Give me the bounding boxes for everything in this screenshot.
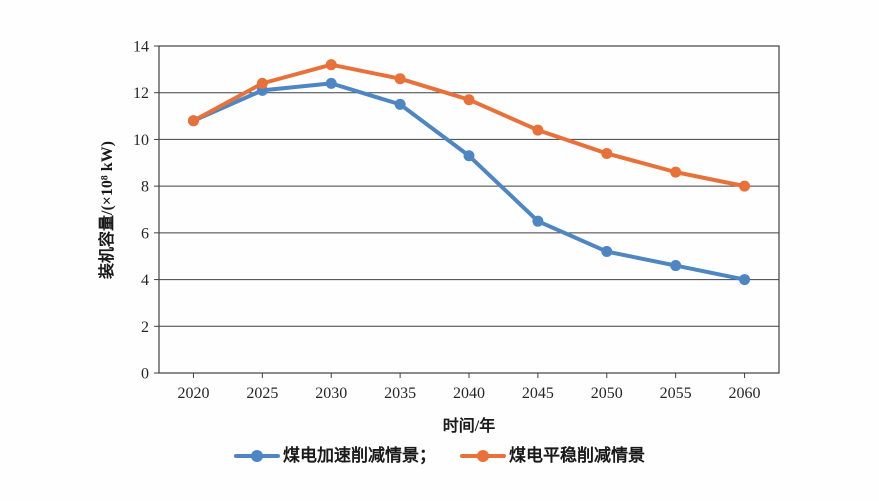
x-tick-label: 2030 (315, 385, 347, 402)
y-tick-label: 14 (133, 39, 149, 56)
legend-dot-swatch (251, 449, 263, 462)
legend-marker-line-dot-icon (460, 449, 506, 462)
x-tick-label: 2025 (246, 385, 278, 402)
y-axis-title: 装机容量/(×10⁸ kW) (97, 141, 116, 280)
x-axis-title: 时间/年 (443, 416, 495, 435)
y-tick-label: 12 (133, 85, 149, 102)
data-point-marker (463, 94, 475, 106)
data-point-marker (601, 147, 613, 159)
data-point-marker (601, 246, 613, 258)
data-point-marker (739, 180, 751, 192)
data-point-marker (256, 77, 268, 89)
x-tick-label: 2050 (591, 385, 623, 402)
data-point-marker (670, 260, 682, 272)
data-point-marker (739, 274, 751, 286)
data-point-marker (394, 98, 406, 110)
y-tick-label: 4 (141, 272, 149, 289)
data-point-marker (670, 166, 682, 178)
x-tick-label: 2020 (177, 385, 209, 402)
legend-item-accelerated: 煤电加速削减情景； (234, 447, 436, 464)
y-tick-label: 8 (141, 179, 149, 196)
x-tick-label: 2045 (522, 385, 554, 402)
data-point-marker (532, 215, 544, 227)
legend-label: 煤电平稳削减情景 (509, 446, 645, 465)
data-point-marker (325, 59, 337, 71)
y-tick-label: 2 (141, 319, 149, 336)
chart-legend: 煤电加速削减情景； 煤电平稳削减情景 (0, 447, 879, 464)
y-tick-label: 0 (141, 366, 149, 383)
x-tick-label: 2035 (384, 385, 416, 402)
x-tick-label: 2060 (729, 385, 761, 402)
x-tick-label: 2055 (660, 385, 692, 402)
data-point-marker (325, 77, 337, 89)
legend-marker-line-dot-icon (234, 449, 280, 462)
legend-dot-swatch (477, 449, 489, 462)
series-line (191, 81, 747, 282)
data-point-marker (394, 73, 406, 85)
data-point-marker (463, 150, 475, 162)
y-tick-label: 10 (133, 132, 149, 149)
legend-label: 煤电加速削减情景； (283, 446, 436, 465)
data-point-marker (187, 115, 199, 127)
series-line (191, 62, 747, 189)
data-point-marker (532, 124, 544, 136)
y-tick-label: 6 (141, 225, 149, 242)
legend-item-steady: 煤电平稳削减情景 (460, 447, 645, 464)
x-tick-label: 2040 (453, 385, 485, 402)
